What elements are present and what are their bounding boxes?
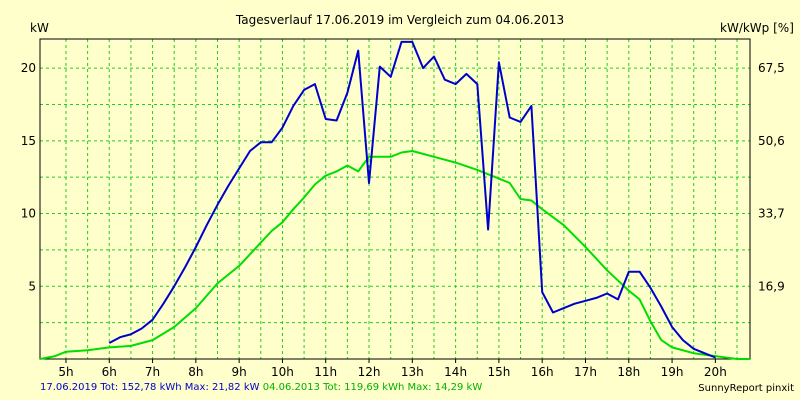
y-tick-label-left: 20 <box>21 61 36 75</box>
x-tick-label: 8h <box>188 365 203 379</box>
chart-title: Tagesverlauf 17.06.2019 im Vergleich zum… <box>235 13 564 27</box>
x-tick-label: 5h <box>58 365 73 379</box>
y-axis-left: 5 10 15 20 <box>21 61 36 293</box>
y-axis-right-label: kW/kWp [%] <box>720 21 794 35</box>
x-tick-label: 7h <box>145 365 160 379</box>
plot-frame <box>39 38 751 360</box>
y-tick-label-right: 50,6 <box>758 134 785 148</box>
x-tick-label: 17h <box>574 365 597 379</box>
grid <box>40 39 750 359</box>
x-tick-label: 11h <box>314 365 337 379</box>
x-tick-label: 20h <box>704 365 727 379</box>
y-axis-right: 16,9 33,7 50,6 67,5 <box>758 61 785 293</box>
y-axis-left-label: kW <box>30 21 49 35</box>
x-tick-label: 16h <box>531 365 554 379</box>
footer-series-1: 17.06.2019 Tot: 152,78 kWh Max: 21,82 kW <box>40 382 260 393</box>
y-tick-label-right: 33,7 <box>758 207 785 221</box>
x-tick-label: 18h <box>617 365 640 379</box>
x-tick-label: 12h <box>358 365 381 379</box>
x-tick-label: 9h <box>232 365 247 379</box>
series-lines <box>39 40 750 360</box>
series-line-1 <box>108 40 716 359</box>
y-tick-label-left: 5 <box>28 279 36 293</box>
x-axis: 5h 6h 7h 8h 9h 10h 11h 12h 13h 14h 15h 16h 17h 18h 19h… <box>58 359 727 379</box>
y-tick-label-left: 10 <box>21 207 36 221</box>
chart-footer: 17.06.2019 Tot: 152,78 kWh Max: 21,82 kW… <box>40 382 482 393</box>
x-tick-label: 19h <box>661 365 684 379</box>
x-tick-label: 10h <box>271 365 294 379</box>
x-tick-label: 6h <box>102 365 117 379</box>
y-tick-label-right: 16,9 <box>758 279 785 293</box>
y-tick-label-right: 67,5 <box>758 61 785 75</box>
footer-credit: SunnyReport pinxit <box>698 383 794 394</box>
y-tick-label-left: 15 <box>21 134 36 148</box>
x-tick-label: 15h <box>487 365 510 379</box>
series-line-2 <box>39 150 750 360</box>
footer-series-2: 04.06.2013 Tot: 119,69 kWh Max: 14,29 kW <box>262 382 483 393</box>
x-tick-label: 14h <box>444 365 467 379</box>
x-tick-label: 13h <box>401 365 424 379</box>
